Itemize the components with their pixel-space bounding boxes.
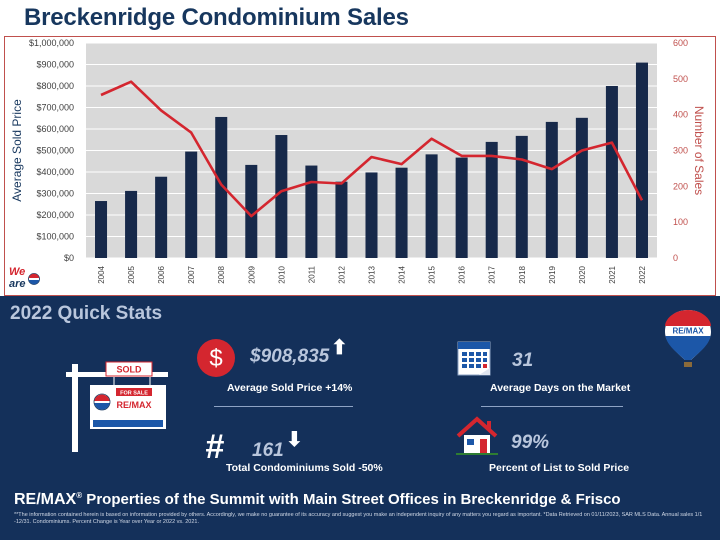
y2-axis-label: Number of Sales	[692, 106, 706, 195]
footer-tagline: Properties of the Summit with Main Stree…	[82, 491, 621, 508]
footer-tm: ®	[76, 491, 83, 500]
bar	[605, 86, 618, 258]
total-sold-value: 161	[252, 440, 284, 461]
bar	[455, 157, 468, 258]
calendar-icon	[457, 341, 491, 376]
quick-stats-panel: 2022 Quick Stats SOLD FOR SALE RE/MAX $ …	[0, 296, 720, 540]
y-tick-label: $900,000	[36, 60, 74, 70]
bar	[275, 135, 288, 258]
sales-count-line	[100, 80, 644, 218]
disclaimer-text: **The information contained herein is ba…	[14, 512, 703, 525]
avg-sold-price-value: $908,835	[250, 346, 330, 367]
chart-panel: $0 $100,000 $200,000 $300,000 $400,000 $500,0…	[4, 36, 716, 296]
we-are-remax-logo: We are	[9, 266, 40, 290]
y-tick-label: $0	[64, 253, 74, 263]
svg-text:RE/MAX: RE/MAX	[672, 327, 704, 336]
x-tick-label: 2010	[277, 265, 286, 283]
svg-text:$: $	[209, 345, 222, 372]
x-tick-label: 2013	[368, 265, 377, 283]
list-to-sold-label: Percent of List to Sold Price	[489, 462, 630, 474]
y2-tick-label: 500	[673, 74, 688, 84]
x-tick-label: 2016	[458, 265, 467, 283]
x-tick-label: 2017	[488, 265, 497, 283]
bar	[545, 121, 558, 258]
y-tick-label: $600,000	[36, 124, 74, 134]
x-tick-label: 2009	[247, 265, 256, 283]
bar	[305, 165, 318, 258]
y2-tick-label: 0	[673, 253, 678, 263]
y2-tick-label: 100	[673, 217, 688, 227]
y-tick-label: $300,000	[36, 189, 74, 199]
svg-text:We: We	[9, 266, 25, 278]
svg-text:FOR SALE: FOR SALE	[120, 391, 148, 397]
y-tick-label: $200,000	[36, 210, 74, 220]
list-to-sold-value: 99%	[511, 432, 550, 453]
y-tick-label: $500,000	[36, 146, 74, 156]
svg-text:RE/MAX: RE/MAX	[116, 400, 151, 410]
days-on-market-value: 31	[512, 350, 534, 371]
y-axis-label: Average Sold Price	[10, 99, 24, 202]
y2-tick-label: 400	[673, 110, 688, 120]
total-sold-label: Total Condominiums Sold -50%	[226, 462, 383, 474]
y-tick-label: $800,000	[36, 81, 74, 91]
svg-text:SOLD: SOLD	[116, 365, 142, 375]
x-tick-label: 2004	[97, 265, 106, 283]
bar	[95, 201, 108, 258]
sales-chart: $0 $100,000 $200,000 $300,000 $400,000 $500,0…	[10, 38, 706, 284]
x-tick-label: 2007	[187, 265, 196, 283]
footer-brand-name: RE/MAX	[14, 491, 77, 508]
y-tick-label: $400,000	[36, 167, 74, 177]
y-tick-label: $100,000	[36, 232, 74, 242]
y-tick-label: $1,000,000	[29, 38, 74, 48]
bar	[395, 167, 408, 258]
divider-left	[214, 406, 353, 407]
x-tick-label: 2014	[398, 265, 407, 283]
y2-tick-label: 200	[673, 181, 688, 191]
x-tick-label: 2008	[217, 265, 226, 283]
bar	[245, 164, 258, 258]
x-tick-label: 2015	[428, 265, 437, 283]
days-on-market-label: Average Days on the Market	[490, 382, 631, 394]
y2-tick-label: 300	[673, 146, 688, 156]
bar	[515, 135, 528, 258]
x-tick-label: 2019	[548, 265, 557, 283]
remax-balloon-icon: RE/MAX	[665, 310, 711, 367]
bar	[125, 190, 138, 258]
svg-text:are: are	[9, 278, 26, 290]
bar	[335, 181, 348, 258]
dollar-circle-icon: $	[197, 339, 235, 377]
avg-sold-price-label: Average Sold Price +14%	[227, 382, 353, 394]
divider-right	[481, 406, 623, 407]
x-tick-label: 2020	[578, 265, 587, 283]
down-arrow-icon: ⬇	[286, 429, 303, 451]
house-icon	[456, 416, 498, 455]
up-arrow-icon: ⬆	[331, 337, 348, 359]
x-tick-label: 2011	[307, 265, 316, 283]
bar	[485, 141, 498, 258]
footer-brand: RE/MAX® Properties of the Summit with Ma…	[14, 491, 621, 509]
quick-stats-title: 2022 Quick Stats	[10, 303, 163, 324]
bar	[155, 176, 168, 258]
y2-tick-label: 600	[673, 38, 688, 48]
page-title: Breckenridge Condominium Sales	[24, 4, 409, 31]
x-tick-label: 2012	[337, 265, 346, 283]
x-tick-label: 2006	[157, 265, 166, 283]
x-tick-label: 2018	[518, 265, 527, 283]
bar	[425, 154, 438, 258]
x-tick-label: 2022	[638, 265, 647, 283]
hash-icon: #	[205, 428, 224, 466]
bar	[185, 151, 198, 258]
bar	[365, 172, 378, 258]
bar	[575, 117, 588, 258]
bar	[635, 62, 648, 258]
x-tick-label: 2021	[608, 265, 617, 283]
x-tick-label: 2005	[127, 265, 136, 283]
y-tick-label: $700,000	[36, 103, 74, 113]
for-sale-sign-icon: SOLD FOR SALE RE/MAX	[66, 361, 168, 452]
bar	[215, 116, 228, 259]
